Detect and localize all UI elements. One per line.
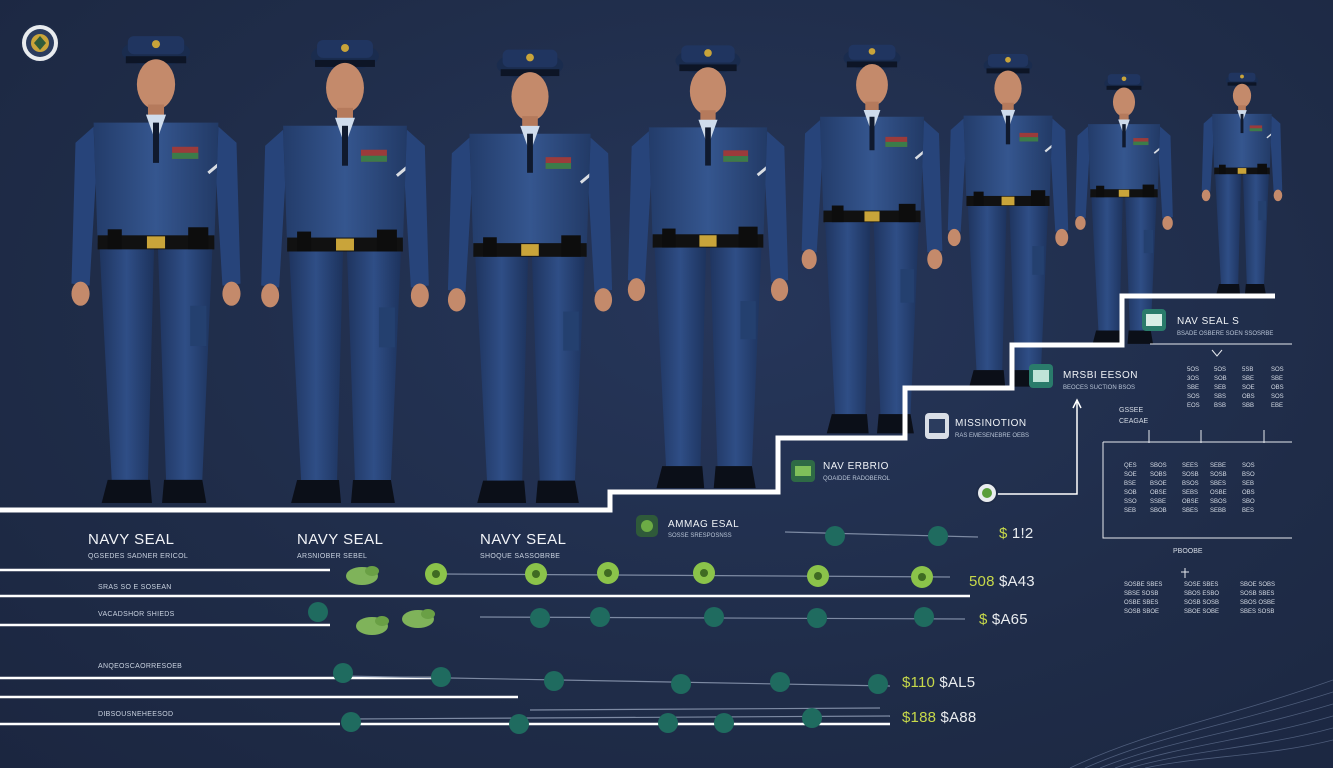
timeline-dot: [530, 608, 550, 628]
step-sub-1: SOSSE SRESPOSNSS: [668, 533, 732, 539]
grid-bot-3: SBOE SOBS SOSB SBES SBOS OSBE SBES SOSB: [1240, 582, 1276, 615]
timeline-dot: [868, 674, 888, 694]
step-label-2: NAV ERBRIO: [823, 461, 889, 472]
grid-top-1: 5OS 3OS SBE SOS EOS: [1187, 367, 1200, 409]
figure-1: [71, 36, 241, 503]
timeline-dot: [671, 674, 691, 694]
timeline-rows: [0, 526, 979, 734]
timeline-dot: [914, 607, 934, 627]
timeline-dot: [928, 526, 948, 546]
timeline-dot: [802, 708, 822, 728]
rank-sub-3: SHOQUE SASSOBRBE: [480, 553, 561, 560]
row-label-3: VACADSHOR SHIEDS: [98, 611, 175, 618]
staircase-line: [0, 293, 1275, 513]
rank-title-3: NAVY SEAL: [480, 531, 567, 548]
step-sub-3: RAS EMESENEBRE OEBS: [955, 433, 1030, 439]
step-sub-5: BSADE OSBERE SOEN SSOSRBE: [1177, 331, 1274, 337]
navy-emblem-icon: [20, 23, 60, 63]
grid-mid-5: SOS BSO SEB OBS SBO BES: [1242, 463, 1255, 514]
timeline-dot: [658, 713, 678, 733]
grid-mid-4: SEBE SOSB SBES OSBE SBOS SEBB: [1210, 463, 1227, 514]
value-row-3: $ $A65: [979, 611, 1028, 628]
timeline-dot: [714, 713, 734, 733]
value-row-5: $188 $A88: [902, 709, 977, 726]
step-label-1: AMMAG ESAL: [668, 519, 740, 530]
grid-top-3: 5SB SBE SOE OBS SBB: [1242, 367, 1255, 409]
figure-2: [261, 39, 429, 504]
grid-mid-3: SEES SOSB BSOS SEBS OBSE SBES: [1182, 463, 1199, 514]
row-label-4: ANQEOSCAORRESOEB: [98, 663, 183, 670]
wave-decoration: [1069, 679, 1333, 768]
row-label-5: DIBSOUSNEHEESOD: [98, 711, 174, 718]
panel-header-2: PBOOBE: [1173, 548, 1203, 555]
rank-title-2: NAVY SEAL: [297, 531, 384, 548]
grid-bot-1: SOSBE SBES SBSE SOSB OSBE SBES SOSB SBOE: [1124, 582, 1163, 615]
figure-5: [801, 44, 943, 434]
grid-mid-1: QES SOE BSE SOB SSO SEB: [1124, 463, 1137, 514]
timeline-dot: [341, 712, 361, 732]
grid-top-4: SOS SBE OBS SOS EBE: [1271, 367, 1284, 409]
step-label-4: MRSBI EESON: [1063, 370, 1138, 381]
timeline-dot: [509, 714, 529, 734]
figure-8: [1201, 72, 1283, 296]
officer-figures: [71, 36, 1283, 504]
figure-4: [627, 45, 789, 489]
timeline-dot: [807, 608, 827, 628]
grid-bot-2: SOSE SBES SBOS ESBO SOSB SOSB SBOE SOBE: [1184, 582, 1220, 615]
figure-6: [947, 54, 1069, 387]
timeline-dot: [333, 663, 353, 683]
timeline-dot: [704, 607, 724, 627]
step-label-5: NAV SEAL S: [1177, 316, 1240, 327]
timeline-dot: [431, 667, 451, 687]
timeline-dot: [770, 672, 790, 692]
step-badge-icon: [636, 309, 1166, 537]
rank-sub-2: ARSNIOBER SEBEL: [297, 553, 368, 560]
grid-top-2: 5OS SOB SEB SBS BSB: [1214, 367, 1227, 409]
timeline-dot: [544, 671, 564, 691]
timeline-dot: [825, 526, 845, 546]
panel-header-1: GSSEE CEAGAE: [1119, 407, 1149, 425]
row-label-2: SRAS SO E SOSEAN: [98, 584, 172, 591]
value-row-1: $ 1!2: [999, 525, 1034, 542]
rank-title-1: NAVY SEAL: [88, 531, 175, 548]
step-label-3: MISSINOTION: [955, 418, 1027, 429]
value-row-4: $110 $AL5: [902, 674, 976, 691]
step-sub-4: BEOCES SUCTION BSOS: [1063, 385, 1136, 391]
step-sub-2: QOAIDDE RADOBEROL: [823, 476, 891, 482]
rank-sub-1: QGSEDES SADNER ERICOL: [88, 553, 189, 560]
figure-3: [447, 49, 613, 504]
timeline-dot: [590, 607, 610, 627]
grid-mid-2: SBOS SOBS BSOE OBSE SSBE SBOB: [1150, 463, 1167, 514]
timeline-dot: [308, 602, 328, 622]
value-row-2: 508 $A43: [969, 573, 1035, 590]
